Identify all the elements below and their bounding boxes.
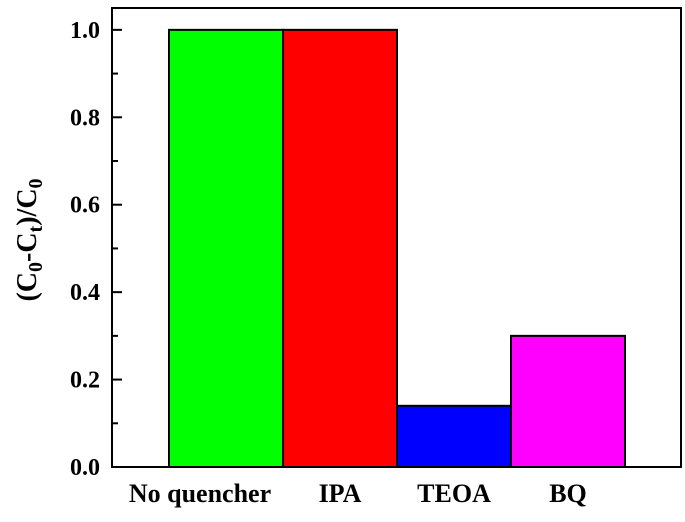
bar-ipa — [282, 28, 398, 468]
y-tick-label: 0.0 — [70, 455, 100, 481]
bars-group — [168, 28, 626, 468]
y-tick-label: 0.2 — [70, 368, 100, 394]
y-axis-title: (C0-Ct)/C0 — [12, 178, 47, 301]
y-tick-label: 0.8 — [70, 105, 100, 131]
x-category-label: No quencher — [129, 479, 271, 508]
bar-bq — [510, 334, 626, 468]
y-tick-label: 0.4 — [70, 280, 100, 306]
x-category-label: BQ — [549, 479, 587, 508]
y-tick-label: 0.6 — [70, 193, 100, 219]
y-tick-label: 1.0 — [70, 18, 100, 44]
x-category-label: IPA — [319, 479, 362, 508]
x-axis: No quencher IPA TEOA BQ — [129, 479, 587, 508]
bar-teoa — [396, 404, 512, 468]
y-axis: 0.0 0.2 0.4 0.6 0.8 1.0 — [70, 18, 122, 481]
x-category-label: TEOA — [417, 479, 491, 508]
bar-no-quencher — [168, 28, 284, 468]
